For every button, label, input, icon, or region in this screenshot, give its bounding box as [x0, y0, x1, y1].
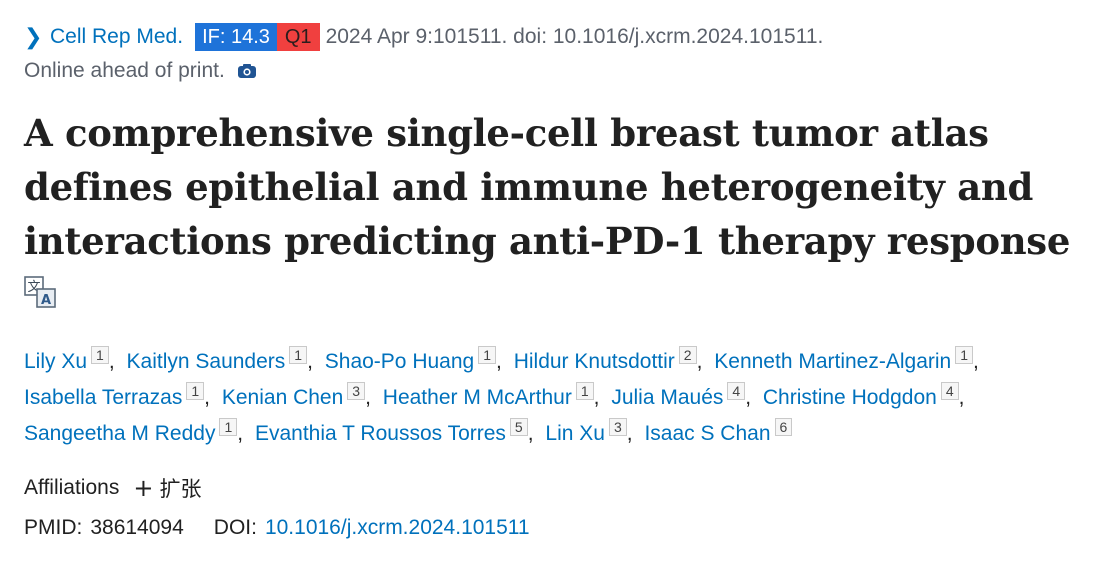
journal-link[interactable]: ❯ Cell Rep Med.: [24, 24, 183, 50]
plus-icon: +: [133, 474, 154, 502]
author-link[interactable]: Kaitlyn Saunders: [126, 350, 286, 373]
article-header: ❯ Cell Rep Med. IF: 14.3 Q1 2024 Apr 9:1…: [24, 20, 1084, 544]
affiliation-number[interactable]: 1: [575, 382, 594, 400]
affiliation-number[interactable]: 4: [727, 382, 746, 400]
author-link[interactable]: Hildur Knutsdottir: [513, 350, 675, 373]
pmid-label: PMID:: [24, 516, 83, 539]
author-link[interactable]: Lin Xu: [545, 422, 605, 445]
author-link[interactable]: Sangeetha M Reddy: [24, 422, 216, 445]
author-link[interactable]: Evanthia T Roussos Torres: [254, 422, 506, 445]
expand-label: 扩张: [159, 477, 202, 501]
affiliation-number[interactable]: 1: [955, 346, 974, 364]
author-link[interactable]: Shao-Po Huang: [324, 350, 475, 373]
affiliations-label: Affiliations: [24, 476, 120, 499]
publication-status: Online ahead of print.: [24, 56, 1084, 86]
expand-affiliations-button[interactable]: + 扩张: [133, 473, 201, 503]
quartile-badge: Q1: [276, 23, 320, 51]
affiliation-number[interactable]: 1: [289, 346, 308, 364]
affiliation-number[interactable]: 1: [186, 382, 205, 400]
author-link[interactable]: Kenian Chen: [221, 386, 344, 409]
affiliation-number[interactable]: 1: [91, 346, 109, 364]
affiliations-section: Affiliations + 扩张: [24, 472, 1084, 504]
title-line-1: A comprehensive single-cell breast tumor…: [24, 111, 989, 155]
affiliation-number[interactable]: 6: [774, 418, 793, 436]
translate-icon[interactable]: 文 A: [24, 276, 56, 308]
affiliation-number[interactable]: 4: [940, 382, 959, 400]
affiliation-number[interactable]: 5: [509, 418, 528, 436]
doi-label: DOI:: [213, 516, 257, 539]
journal-name: Cell Rep Med.: [50, 25, 184, 48]
citation-text: 2024 Apr 9:101511. doi: 10.1016/j.xcrm.2…: [325, 25, 824, 48]
author-link[interactable]: Lily Xu: [24, 350, 88, 373]
affiliation-number[interactable]: 1: [219, 418, 238, 436]
author-link[interactable]: Heather M McArthur: [382, 386, 572, 409]
status-text: Online ahead of print.: [24, 59, 225, 82]
author-link[interactable]: Isabella Terrazas: [24, 386, 183, 409]
author-link[interactable]: Christine Hodgdon: [762, 386, 937, 409]
identifiers: PMID: 38614094 DOI: 10.1016/j.xcrm.2024.…: [24, 512, 1084, 544]
author-link[interactable]: Isaac S Chan: [644, 422, 771, 445]
chevron-right-icon: ❯: [24, 24, 43, 49]
svg-text:A: A: [41, 293, 51, 308]
affiliation-number[interactable]: 3: [347, 382, 366, 400]
affiliation-number[interactable]: 2: [678, 346, 697, 364]
article-title: A comprehensive single-cell breast tumor…: [24, 106, 1084, 268]
title-line-3: interactions predicting anti-PD-1 therap…: [24, 219, 1071, 263]
author-link[interactable]: Julia Maués: [611, 386, 724, 409]
pmid-value: 38614094: [90, 516, 184, 539]
camera-icon[interactable]: [237, 63, 257, 79]
impact-factor-badge: IF: 14.3: [195, 23, 277, 51]
affiliation-number[interactable]: 3: [608, 418, 627, 436]
doi-link[interactable]: 10.1016/j.xcrm.2024.101511: [264, 516, 530, 539]
author-link[interactable]: Kenneth Martinez-Algarin: [714, 350, 952, 373]
citation-line: ❯ Cell Rep Med. IF: 14.3 Q1 2024 Apr 9:1…: [24, 20, 1084, 54]
author-list: Lily Xu 1, Kaitlyn Saunders 1, Shao-Po Hua…: [24, 346, 979, 445]
affiliation-number[interactable]: 1: [478, 346, 497, 364]
title-line-2: defines epithelial and immune heterogene…: [24, 165, 1034, 209]
